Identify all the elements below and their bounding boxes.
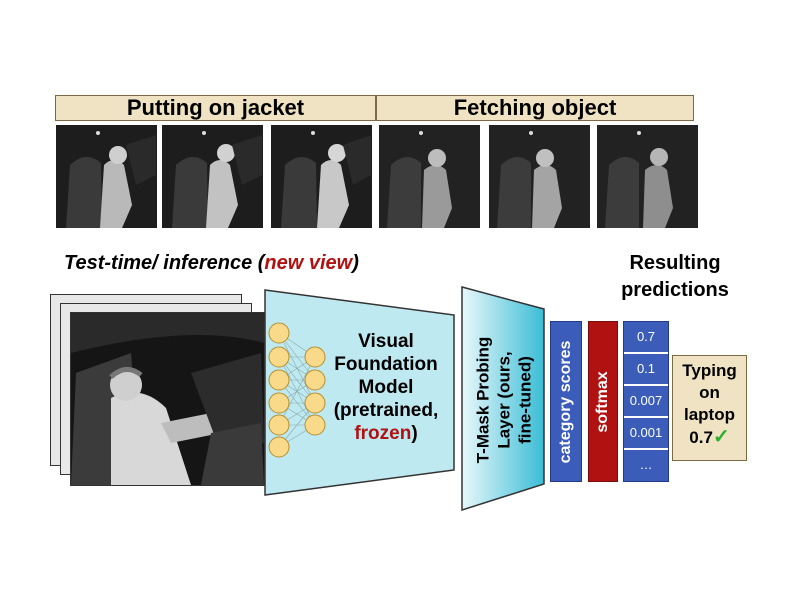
- vfm-line4: (pretrained,: [333, 400, 439, 421]
- category-scores-label: category scores: [557, 340, 574, 463]
- banner-label: Fetching object: [453, 95, 617, 120]
- visual-foundation-model-block: [264, 289, 455, 496]
- prediction-line2: on: [699, 383, 720, 402]
- test-title-suffix: ): [352, 252, 359, 274]
- resulting-predictions-title: Resulting predictions: [610, 250, 740, 304]
- banner-fetching-object: Fetching object: [376, 95, 694, 121]
- vfm-line3: Model: [358, 377, 414, 398]
- score-list: 0.7 0.1 0.007 0.001 …: [623, 321, 669, 482]
- probing-trapezoid: [461, 286, 545, 512]
- score-cell: …: [639, 457, 653, 472]
- tmask-probing-layer-block: [461, 286, 545, 512]
- check-icon: ✓: [712, 426, 730, 448]
- input-photo-driver: [70, 312, 265, 486]
- vfm-close: ): [411, 423, 418, 444]
- prediction-line3: laptop: [684, 405, 735, 424]
- visual-foundation-model-label: Visual Foundation Model (pretrained, fro…: [326, 330, 446, 445]
- category-scores-bar: category scores: [550, 321, 582, 482]
- tmask-probing-label: T-Mask Probing Layer (ours, fine-tuned): [473, 337, 536, 464]
- video-frame: [56, 125, 157, 228]
- softmax-bar: softmax: [588, 321, 618, 482]
- vfm-line1: Visual: [358, 331, 414, 352]
- model-trapezoid: [264, 289, 455, 496]
- probe-line2: Layer (ours,: [494, 351, 514, 449]
- prediction-line1: Typing: [682, 361, 737, 380]
- video-frame: [271, 125, 372, 228]
- test-time-title: Test-time/ inference (new view): [64, 252, 359, 275]
- score-cell: 0.007: [624, 386, 668, 418]
- video-frame: [379, 125, 480, 228]
- test-title-prefix: Test-time/ inference (: [64, 252, 265, 274]
- network-neurons: [268, 322, 326, 458]
- prediction-box: Typing on laptop 0.7✓: [672, 355, 747, 461]
- result-title-line1: Resulting: [629, 252, 721, 274]
- video-frame: [597, 125, 698, 228]
- test-title-highlight: new view: [264, 252, 353, 274]
- vfm-line2: Foundation: [334, 354, 438, 375]
- probe-line1: T-Mask Probing: [473, 336, 493, 464]
- probe-line3: fine-tuned): [515, 356, 535, 444]
- video-frame: [489, 125, 590, 228]
- video-frame: [162, 125, 263, 228]
- prediction-value: 0.7: [689, 428, 713, 447]
- score-cell: 0.7: [624, 322, 668, 354]
- banner-putting-on-jacket: Putting on jacket: [55, 95, 376, 121]
- vfm-frozen: frozen: [354, 423, 412, 444]
- score-cell: 0.1: [624, 354, 668, 386]
- banner-label: Putting on jacket: [126, 95, 305, 120]
- result-title-line2: predictions: [621, 279, 729, 301]
- score-cell: 0.001: [624, 418, 668, 450]
- softmax-label: softmax: [594, 370, 611, 433]
